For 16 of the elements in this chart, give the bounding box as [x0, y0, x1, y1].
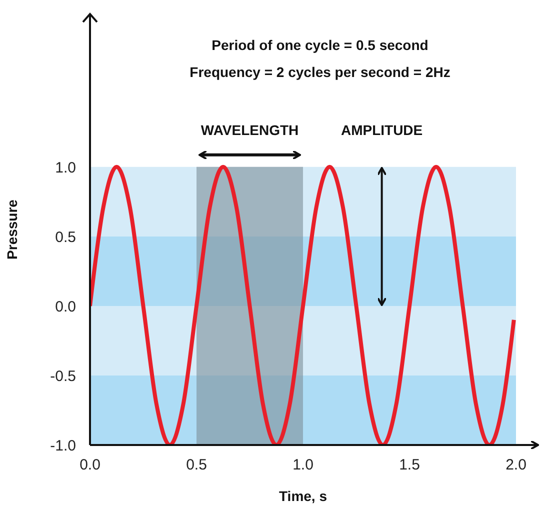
y-axis-title: Pressure: [4, 199, 20, 260]
text: Period of one cycle = 0.5 second: [212, 37, 428, 53]
x-axis-title: Time, s: [279, 488, 328, 504]
annotation: WAVELENGTH: [200, 122, 299, 138]
x-tick-label: 0.0: [80, 456, 100, 474]
x-tick-label: 2.0: [506, 456, 526, 474]
y-tick-label: 0.5: [55, 228, 76, 246]
text: Frequency = 2 cycles per second = 2Hz: [190, 64, 450, 80]
x-tick-label: 0.5: [186, 456, 207, 474]
x-tick-label: 1.5: [399, 456, 420, 474]
y-tick-label: 0.0: [55, 298, 76, 316]
annotation: AMPLITUDE: [340, 122, 423, 138]
y-tick-label: -1.0: [50, 437, 76, 454]
x-tick-label: 1.0: [292, 456, 314, 474]
y-tick-label: -0.5: [50, 368, 76, 385]
y-tick-label: 1.0: [55, 159, 76, 176]
